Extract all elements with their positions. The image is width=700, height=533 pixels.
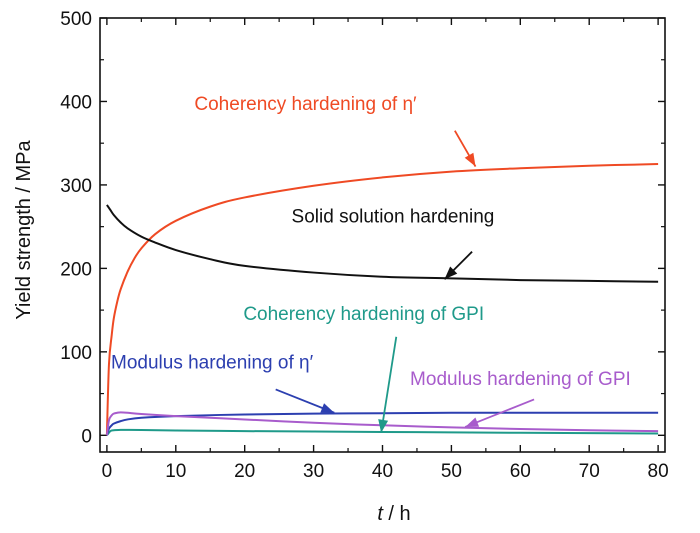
x-axis-title-unit: / h [383, 503, 411, 525]
series-line-1 [106, 204, 659, 283]
annotation-label-0: Coherency hardening of η′ [194, 94, 417, 115]
annotation-label-2: Coherency hardening of GPI [243, 304, 484, 325]
annotation-arrowhead-0 [464, 152, 476, 167]
plot-area [105, 163, 659, 436]
y-tick-label: 400 [60, 92, 92, 113]
x-tick-label: 20 [234, 461, 255, 482]
series-line-4 [105, 411, 659, 436]
x-tick-label: 30 [303, 461, 324, 482]
annotation-label-4: Modulus hardening of GPI [410, 369, 631, 390]
series-line-2 [106, 428, 659, 436]
annotation-label-1: Solid solution hardening [292, 206, 495, 227]
y-tick-label: 500 [60, 9, 92, 30]
annotations: Coherency hardening of η′ Solid solution … [111, 94, 631, 433]
x-tick-label: 80 [648, 461, 669, 482]
axes: 0 10 20 30 40 50 60 70 80 0 100 200 300 400 500 [60, 9, 668, 482]
y-tick-label: 0 [81, 426, 92, 447]
y-tick-label: 100 [60, 343, 92, 364]
annotation-arrowhead-2 [378, 419, 389, 433]
x-tick-label: 50 [441, 461, 462, 482]
x-tick-label: 40 [372, 461, 393, 482]
y-axis-title: Yield strength / MPa [13, 139, 35, 319]
annotation-arrowhead-3 [320, 403, 335, 413]
y-tick-label: 300 [60, 176, 92, 197]
annotation-arrowhead-4 [465, 417, 480, 427]
series-line-0 [105, 163, 659, 436]
x-tick-label: 10 [165, 461, 186, 482]
x-tick-label: 70 [579, 461, 600, 482]
x-tick-label: 60 [510, 461, 531, 482]
y-tick-label: 200 [60, 259, 92, 280]
x-axis-title: t / h [377, 503, 410, 525]
x-axis-title-variable: t [377, 503, 384, 525]
series-line-3 [105, 411, 659, 436]
annotation-label-3: Modulus hardening of η′ [111, 353, 314, 374]
annotation-arrow-2 [380, 336, 398, 433]
x-tick-label: 0 [102, 461, 113, 482]
annotation-arrowhead-1 [444, 266, 458, 280]
